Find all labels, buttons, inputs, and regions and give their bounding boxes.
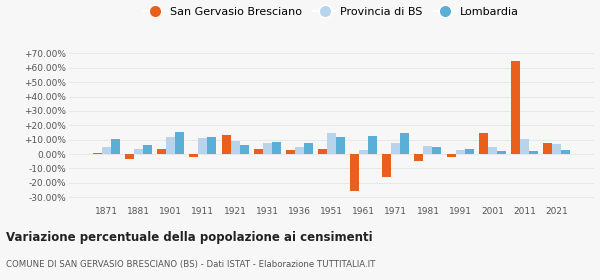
Bar xyxy=(239,145,248,154)
Bar xyxy=(134,149,143,154)
Bar xyxy=(93,153,102,154)
Bar xyxy=(327,133,336,154)
Bar xyxy=(415,154,424,161)
Bar xyxy=(400,132,409,154)
Bar xyxy=(199,137,208,154)
Bar xyxy=(391,143,400,154)
Text: Variazione percentuale della popolazione ai censimenti: Variazione percentuale della popolazione… xyxy=(6,231,373,244)
Bar xyxy=(157,149,166,154)
Bar xyxy=(479,132,488,154)
Bar xyxy=(488,147,497,154)
Bar xyxy=(529,151,538,154)
Bar xyxy=(263,143,272,154)
Bar xyxy=(318,149,327,154)
Text: COMUNE DI SAN GERVASIO BRESCIANO (BS) - Dati ISTAT - Elaborazione TUTTITALIA.IT: COMUNE DI SAN GERVASIO BRESCIANO (BS) - … xyxy=(6,260,376,269)
Bar xyxy=(497,151,506,154)
Bar xyxy=(208,137,217,154)
Bar xyxy=(543,143,552,154)
Bar xyxy=(304,143,313,154)
Bar xyxy=(359,150,368,154)
Bar xyxy=(175,132,184,154)
Legend: San Gervasio Bresciano, Provincia di BS, Lombardia: San Gervasio Bresciano, Provincia di BS,… xyxy=(139,2,524,21)
Bar xyxy=(561,150,570,154)
Bar xyxy=(455,150,464,154)
Bar xyxy=(125,154,134,159)
Bar xyxy=(166,137,175,154)
Bar xyxy=(382,154,391,177)
Bar xyxy=(295,147,304,154)
Bar xyxy=(433,147,442,154)
Bar xyxy=(446,154,455,157)
Bar xyxy=(350,154,359,192)
Bar xyxy=(336,137,345,154)
Bar xyxy=(221,136,230,154)
Bar xyxy=(254,149,263,154)
Bar xyxy=(511,61,520,154)
Bar xyxy=(424,146,433,154)
Bar xyxy=(102,147,111,154)
Bar xyxy=(190,154,199,157)
Bar xyxy=(272,142,281,154)
Bar xyxy=(230,141,239,154)
Bar xyxy=(111,139,120,154)
Bar xyxy=(143,146,152,154)
Bar xyxy=(368,136,377,154)
Bar xyxy=(552,144,561,154)
Bar xyxy=(520,139,529,154)
Bar xyxy=(464,149,473,154)
Bar xyxy=(286,150,295,154)
